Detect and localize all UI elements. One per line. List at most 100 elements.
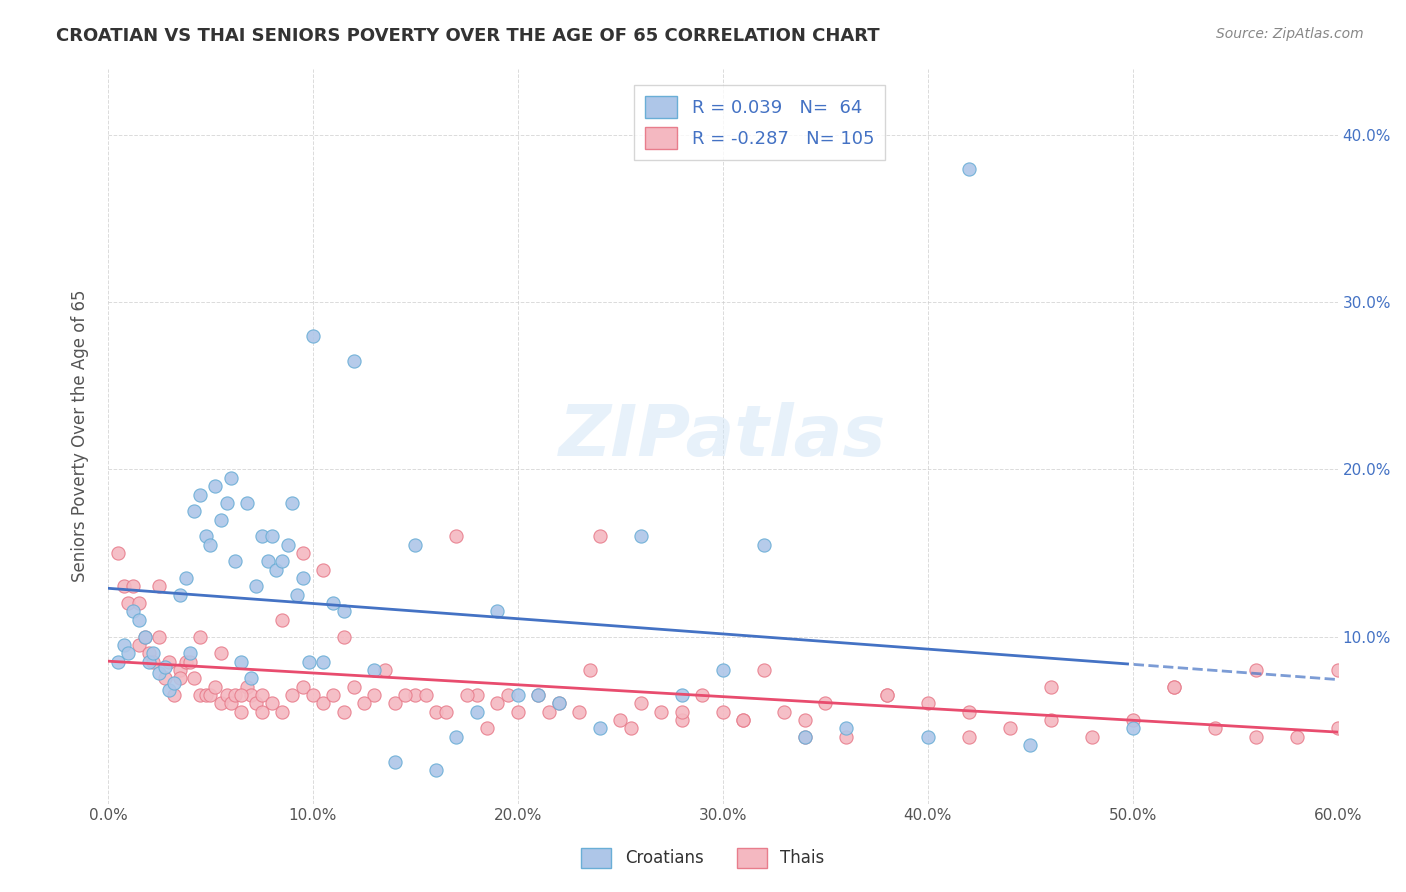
Point <box>496 688 519 702</box>
Point <box>302 688 325 702</box>
Point <box>1244 663 1267 677</box>
Point <box>957 705 980 719</box>
Point <box>506 688 529 702</box>
Point <box>245 579 267 593</box>
Point <box>117 596 139 610</box>
Point <box>169 663 191 677</box>
Point <box>231 688 253 702</box>
Point <box>814 697 837 711</box>
Point <box>179 646 201 660</box>
Point <box>281 496 304 510</box>
Point <box>174 571 197 585</box>
Point <box>425 705 447 719</box>
Point <box>456 688 478 702</box>
Point <box>188 487 211 501</box>
Point <box>506 705 529 719</box>
Point <box>260 529 283 543</box>
Point <box>188 630 211 644</box>
Point <box>121 605 143 619</box>
Point <box>363 688 385 702</box>
Point <box>793 730 815 744</box>
Point <box>1204 722 1226 736</box>
Point <box>876 688 898 702</box>
Point <box>215 688 238 702</box>
Point <box>353 697 375 711</box>
Point <box>711 705 734 719</box>
Point <box>240 688 263 702</box>
Point <box>271 613 294 627</box>
Point <box>322 596 344 610</box>
Point <box>112 579 135 593</box>
Point <box>209 513 232 527</box>
Point <box>773 705 796 719</box>
Point <box>257 554 280 568</box>
Point <box>209 697 232 711</box>
Point <box>231 705 253 719</box>
Point <box>169 671 191 685</box>
Point <box>159 683 181 698</box>
Point <box>568 705 591 719</box>
Point <box>204 479 226 493</box>
Point <box>179 655 201 669</box>
Point <box>917 730 939 744</box>
Point <box>671 688 693 702</box>
Point <box>236 496 259 510</box>
Point <box>465 688 488 702</box>
Point <box>692 688 714 702</box>
Point <box>236 680 259 694</box>
Point <box>128 613 150 627</box>
Point <box>1122 713 1144 727</box>
Point <box>793 730 815 744</box>
Point <box>1080 730 1102 744</box>
Point <box>183 504 205 518</box>
Point <box>434 705 457 719</box>
Point <box>589 722 612 736</box>
Point <box>957 161 980 176</box>
Text: CROATIAN VS THAI SENIORS POVERTY OVER THE AGE OF 65 CORRELATION CHART: CROATIAN VS THAI SENIORS POVERTY OVER TH… <box>56 27 880 45</box>
Point <box>250 705 273 719</box>
Point <box>547 697 569 711</box>
Point <box>1163 680 1185 694</box>
Point <box>1019 738 1042 752</box>
Point <box>332 605 354 619</box>
Point <box>121 579 143 593</box>
Point <box>107 655 129 669</box>
Point <box>260 697 283 711</box>
Point <box>363 663 385 677</box>
Point <box>343 354 366 368</box>
Point <box>148 630 170 644</box>
Point <box>250 529 273 543</box>
Point <box>219 471 242 485</box>
Point <box>200 688 222 702</box>
Point <box>188 688 211 702</box>
Point <box>465 705 488 719</box>
Point <box>332 630 354 644</box>
Point <box>537 705 560 719</box>
Point <box>374 663 396 677</box>
Legend: Croatians, Thais: Croatians, Thais <box>575 841 831 875</box>
Point <box>733 713 755 727</box>
Point <box>224 688 246 702</box>
Point <box>415 688 437 702</box>
Point <box>169 588 191 602</box>
Point <box>711 663 734 677</box>
Point <box>1244 730 1267 744</box>
Point <box>619 722 641 736</box>
Point <box>142 646 165 660</box>
Point <box>298 655 321 669</box>
Point <box>142 655 165 669</box>
Legend: R = 0.039   N=  64, R = -0.287   N= 105: R = 0.039 N= 64, R = -0.287 N= 105 <box>634 85 886 160</box>
Y-axis label: Seniors Poverty Over the Age of 65: Seniors Poverty Over the Age of 65 <box>72 290 89 582</box>
Point <box>835 730 858 744</box>
Point <box>332 705 354 719</box>
Point <box>204 680 226 694</box>
Point <box>200 538 222 552</box>
Point <box>1039 713 1062 727</box>
Point <box>264 563 287 577</box>
Point <box>148 579 170 593</box>
Point <box>312 655 335 669</box>
Point <box>527 688 550 702</box>
Point <box>446 730 468 744</box>
Point <box>117 646 139 660</box>
Point <box>134 630 156 644</box>
